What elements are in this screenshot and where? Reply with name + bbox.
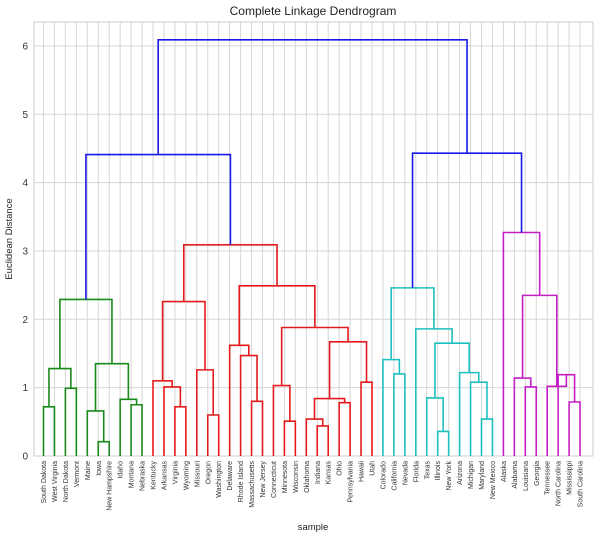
- leaf-label: Rhode Island: [238, 461, 245, 502]
- dendrogram-link-cyan: [390, 287, 435, 360]
- dendrogram-link-red: [152, 380, 173, 456]
- y-tick-label: 3: [22, 246, 28, 257]
- dendrogram-link-red: [305, 418, 324, 456]
- leaf-label: Louisiana: [523, 461, 530, 491]
- leaf-label: South Dakota: [41, 461, 48, 504]
- leaf-label: Virginia: [172, 461, 179, 484]
- leaf-label: Maine: [85, 461, 92, 480]
- dendrogram-link-cyan: [469, 381, 488, 456]
- dendrogram-link-red: [174, 405, 187, 456]
- leaf-label: Massachusetts: [249, 461, 256, 508]
- leaf-label: Oregon: [205, 461, 212, 484]
- leaf-label: Michigan: [468, 461, 475, 489]
- leaf-label: Kansas: [326, 461, 333, 485]
- leaf-label: Georgia: [534, 461, 541, 486]
- dendrogram-link-red: [280, 326, 349, 386]
- leaf-label: Nebraska: [140, 461, 147, 491]
- y-tick-label: 5: [22, 110, 28, 121]
- leaf-label: Idaho: [118, 461, 125, 479]
- dendrogram-link-cyan: [415, 328, 453, 456]
- leaf-label: Connecticut: [271, 461, 278, 498]
- leaf-label: Wisconsin: [293, 461, 300, 493]
- dendrogram-link-magenta: [521, 294, 558, 387]
- y-axis-label: Euclidean Distance: [4, 198, 15, 279]
- leaf-label: New Hampshire: [107, 461, 114, 511]
- leaf-label: Oklahoma: [304, 461, 311, 493]
- dendrogram-link-green: [59, 298, 113, 369]
- leaf-label: Iowa: [96, 461, 103, 476]
- leaf-label: Vermont: [74, 461, 81, 487]
- leaf-label: Hawaii: [359, 461, 366, 482]
- leaf-label: Nevada: [402, 461, 409, 485]
- leaf-label: Illinois: [435, 461, 442, 481]
- leaf-label: Pennsylvania: [348, 461, 355, 503]
- dendrogram-link-red: [239, 354, 258, 456]
- leaf-label: Missouri: [194, 461, 201, 488]
- leaf-label: Montana: [129, 461, 136, 488]
- leaf-label: Alaska: [501, 461, 508, 482]
- leaf-label: Minnesota: [282, 461, 289, 493]
- leaf-label: Ohio: [337, 461, 344, 476]
- y-tick-label: 6: [22, 41, 28, 52]
- dendrogram-link-red: [228, 344, 250, 456]
- leaf-label: West Virginia: [52, 461, 59, 502]
- leaf-label: Texas: [424, 461, 431, 480]
- y-tick-label: 1: [22, 383, 28, 394]
- leaf-label: Arkansas: [161, 461, 168, 491]
- dendrogram-links: [42, 38, 581, 456]
- leaf-label: New Mexico: [490, 461, 497, 499]
- leaf-label: Wyoming: [183, 461, 190, 490]
- dendrogram-link-green: [42, 405, 56, 456]
- leaf-label: Alabama: [512, 461, 519, 489]
- leaf-label: Tennessee: [545, 461, 552, 495]
- dendrogram-link-red: [316, 425, 329, 456]
- chart-title: Complete Linkage Dendrogram: [230, 4, 397, 18]
- y-tick-label: 2: [22, 315, 28, 326]
- leaf-label: Arizona: [457, 461, 464, 485]
- dendrogram-link-red: [250, 400, 264, 456]
- leaf-label: Mississippi: [567, 461, 574, 495]
- dendrogram-link-blue: [157, 38, 468, 155]
- dendrogram-link-cyan: [382, 358, 401, 456]
- leaf-label: Kentucky: [151, 461, 158, 490]
- leaf-label: Utah: [370, 461, 377, 476]
- x-axis-label: sample: [298, 522, 329, 533]
- leaf-label: Maryland: [479, 461, 486, 490]
- leaf-label: Washington: [216, 461, 223, 498]
- dendrogram-link-red: [360, 381, 373, 456]
- leaf-label: North Dakota: [63, 461, 70, 502]
- leaf-label: South Carolina: [578, 461, 585, 507]
- y-tick-label: 4: [22, 178, 28, 189]
- plot-area-frame: [33, 21, 594, 457]
- leaf-label: New Jersey: [260, 461, 267, 498]
- dendrogram-link-cyan: [425, 397, 444, 456]
- dendrogram-link-red: [338, 401, 351, 456]
- y-tick-labels: 0 1 2 3 4 5 6: [22, 41, 28, 462]
- leaf-label: California: [391, 461, 398, 491]
- dendrogram-link-magenta: [546, 374, 568, 456]
- y-tick-label: 0: [22, 452, 28, 463]
- leaf-label: North Carolina: [556, 461, 563, 506]
- leaf-label: Indiana: [315, 461, 322, 484]
- leaf-label: Florida: [413, 461, 420, 483]
- dendrogram-link-green: [48, 367, 72, 407]
- dendrogram-link-cyan: [480, 418, 494, 456]
- leaf-label: New York: [446, 461, 453, 491]
- leaf-label: Delaware: [227, 461, 234, 491]
- leaf-label: Colorado: [380, 461, 387, 490]
- x-tick-labels: South Dakota West Virginia North Dakota Ver…: [41, 461, 585, 511]
